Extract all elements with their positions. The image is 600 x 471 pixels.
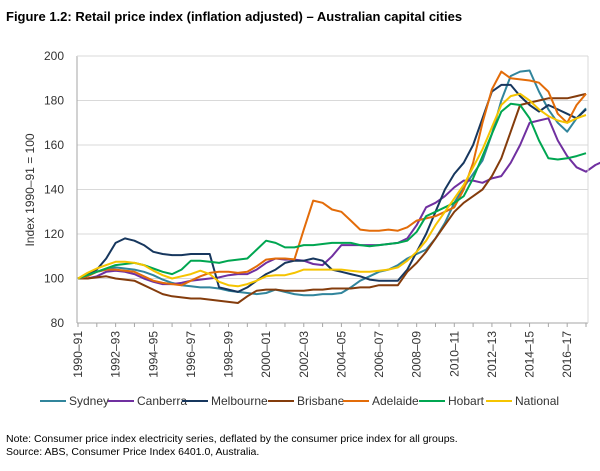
x-tick-label: 2004–05 bbox=[334, 331, 348, 378]
series-line-brisbane bbox=[78, 92, 587, 304]
y-tick-label: 180 bbox=[44, 94, 64, 108]
legend-item-adelaide: Adelaide bbox=[343, 394, 419, 408]
x-tick-label: 1992–93 bbox=[109, 331, 123, 378]
legend-label: Adelaide bbox=[372, 394, 419, 408]
series-line-melbourne bbox=[77, 83, 587, 293]
series-lines bbox=[77, 69, 600, 304]
y-tick-label: 140 bbox=[44, 183, 64, 197]
x-tick-label: 2010–11 bbox=[447, 331, 461, 377]
x-tick-label: 1998–99 bbox=[222, 331, 236, 378]
x-tick-label: 1990–91 bbox=[71, 331, 85, 378]
legend-item-hobart: Hobart bbox=[419, 394, 485, 408]
legend-item-canberra: Canberra bbox=[108, 394, 187, 408]
legend-item-melbourne: Melbourne bbox=[182, 394, 268, 408]
legend-label: Hobart bbox=[448, 394, 485, 408]
legend-label: Melbourne bbox=[211, 394, 268, 408]
y-tick-label: 200 bbox=[44, 49, 64, 63]
y-tick-labels: 80 100 120 140 160 180 200 bbox=[44, 49, 64, 330]
series-line-national bbox=[77, 92, 587, 288]
series-line-hobart bbox=[77, 102, 587, 280]
legend-item-sydney: Sydney bbox=[40, 394, 109, 408]
x-tick-label: 1996–97 bbox=[184, 331, 198, 378]
x-tick-label: 2002–03 bbox=[297, 331, 311, 378]
x-tick-label: 1994–95 bbox=[146, 331, 160, 378]
source-text: Source: ABS, Consumer Price Index 6401.0… bbox=[6, 446, 260, 458]
y-axis-title: Index 1990–91 = 100 bbox=[23, 133, 37, 246]
legend-item-national: National bbox=[486, 394, 559, 408]
figure-title: Figure 1.2: Retail price index (inflatio… bbox=[6, 9, 463, 24]
series-line-canberra bbox=[78, 117, 600, 286]
x-tick-label: 2006–07 bbox=[372, 331, 386, 378]
x-tick-label: 2016–17 bbox=[560, 331, 574, 378]
y-tick-label: 160 bbox=[44, 138, 64, 152]
y-tick-label: 120 bbox=[44, 227, 64, 241]
series-line-sydney bbox=[77, 69, 587, 297]
y-tick-label: 80 bbox=[51, 316, 65, 330]
x-tick-labels: 1990–91 1992–93 1994–95 1996–97 1998–99 2000–… bbox=[71, 331, 574, 378]
series-line-adelaide bbox=[77, 70, 587, 287]
x-tick-label: 2008–09 bbox=[410, 331, 424, 378]
x-tick-label: 2014–15 bbox=[523, 331, 537, 378]
legend-label: Canberra bbox=[137, 394, 187, 408]
y-tick-label: 100 bbox=[44, 272, 64, 286]
legend-label: Sydney bbox=[69, 394, 109, 408]
legend-item-brisbane: Brisbane bbox=[268, 394, 345, 408]
note-text: Note: Consumer price index electricity s… bbox=[6, 433, 458, 445]
x-tick-label: 2012–13 bbox=[485, 331, 499, 378]
axes bbox=[76, 55, 589, 327]
gridlines bbox=[77, 55, 588, 279]
legend-label: National bbox=[515, 394, 559, 408]
legend: Sydney Canberra Melbourne Brisbane Adelaide H… bbox=[40, 394, 559, 408]
x-tick-label: 2000–01 bbox=[259, 331, 273, 378]
legend-label: Brisbane bbox=[297, 394, 345, 408]
